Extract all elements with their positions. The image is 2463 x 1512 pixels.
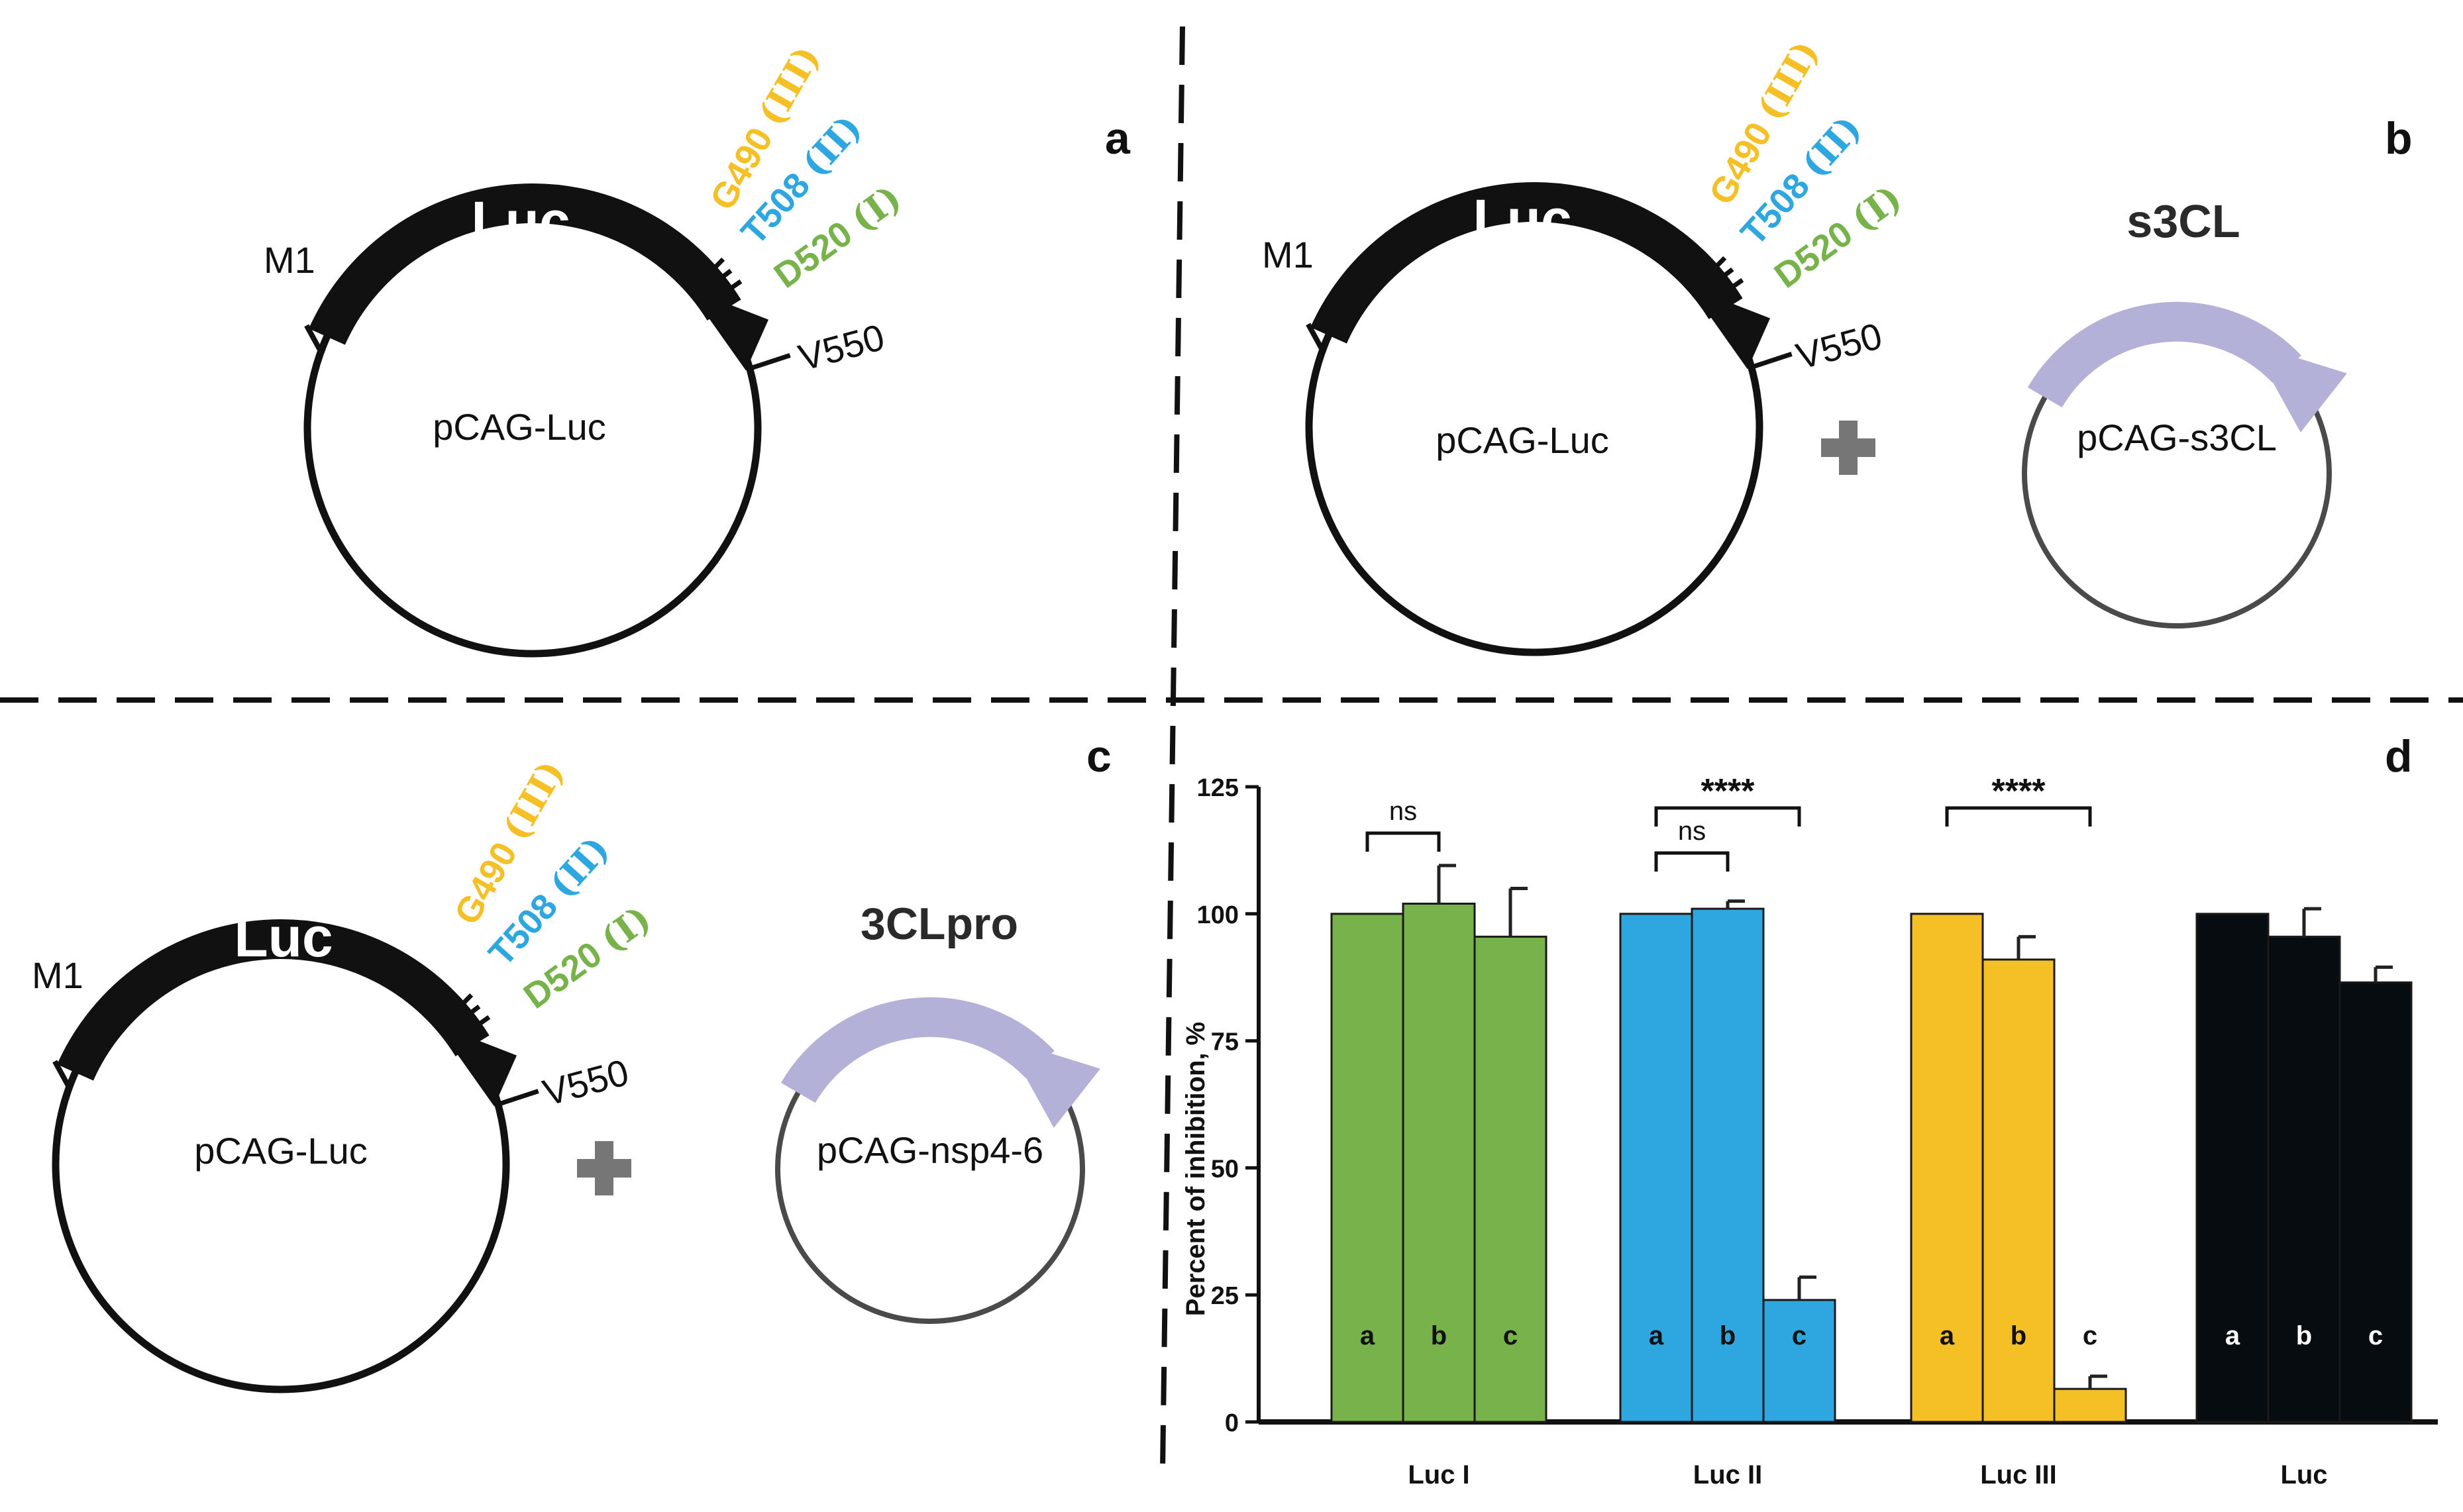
plus-icon bbox=[577, 1141, 631, 1195]
significance-label: ns bbox=[1389, 797, 1417, 826]
y-tick-label: 100 bbox=[1197, 901, 1239, 929]
bar-letter-label: a bbox=[1360, 1321, 1375, 1350]
plasmid-label: pCAG-Luc bbox=[194, 1130, 367, 1172]
second-plasmid-label: pCAG-s3CL bbox=[2077, 417, 2277, 458]
bar bbox=[1330, 913, 1404, 1423]
y-tick-label: 50 bbox=[1211, 1155, 1239, 1183]
gene-label: Luc bbox=[1473, 188, 1571, 250]
end-site-label: V550 bbox=[539, 1051, 633, 1114]
bar bbox=[1762, 1299, 1836, 1423]
significance-label: **** bbox=[1992, 772, 2046, 811]
plasmid-label: pCAG-Luc bbox=[1436, 419, 1608, 461]
gene-label: Luc bbox=[234, 906, 333, 968]
bar bbox=[2053, 1387, 2127, 1423]
bar-letter-label: b bbox=[2011, 1321, 2026, 1350]
bar-letter-label: c bbox=[1792, 1321, 1807, 1350]
bar-letter-label: b bbox=[2296, 1321, 2312, 1350]
start-site-label: M1 bbox=[1262, 234, 1314, 276]
bar-letter-label: a bbox=[1940, 1321, 1955, 1350]
significance-bracket bbox=[1945, 806, 2092, 827]
bar bbox=[1910, 913, 1984, 1423]
end-site-label: V550 bbox=[794, 316, 889, 379]
x-category-label: Luc III bbox=[1980, 1460, 2057, 1489]
x-category-label: Luc II bbox=[1693, 1460, 1762, 1489]
bar bbox=[2338, 981, 2413, 1423]
second-gene-label: s3CL bbox=[2126, 195, 2240, 247]
panel-letter: c bbox=[1086, 731, 1112, 781]
significance-bracket bbox=[1654, 806, 1801, 827]
bar-letter-label: c bbox=[2083, 1321, 2097, 1350]
y-tick-label: 0 bbox=[1225, 1409, 1239, 1437]
bar bbox=[2267, 935, 2341, 1423]
bar-letter-label: b bbox=[1720, 1321, 1736, 1350]
bar bbox=[1981, 958, 2056, 1423]
panel-letter: b bbox=[2385, 113, 2413, 164]
significance-label: **** bbox=[1701, 772, 1756, 811]
panel-letter: d bbox=[2385, 731, 2413, 781]
x-category-label: Luc bbox=[2280, 1460, 2327, 1489]
bar-letter-label: a bbox=[2225, 1321, 2240, 1350]
bar bbox=[1473, 935, 1547, 1423]
y-tick-label: 25 bbox=[1211, 1282, 1239, 1310]
bar-letter-label: b bbox=[1431, 1321, 1447, 1350]
panel-d: d Percent of inhibition, % 0 25 50 75 100 125… bbox=[1181, 731, 2438, 1489]
x-category-label: Luc I bbox=[1408, 1460, 1469, 1489]
panel-a: a pCAG-Luc Luc M1 V550 G490 (III) T508 (… bbox=[264, 38, 1131, 654]
second-plasmid-label: pCAG-nsp4-6 bbox=[817, 1129, 1043, 1171]
vertical-divider bbox=[1160, 26, 1185, 1471]
start-site-label: M1 bbox=[264, 239, 315, 281]
bar-letter-label: c bbox=[1503, 1321, 1518, 1350]
bar-letter-label: c bbox=[2368, 1321, 2383, 1350]
end-site-label: V550 bbox=[1792, 315, 1887, 378]
gene-label: Luc bbox=[471, 190, 570, 252]
y-tick-label: 125 bbox=[1197, 774, 1239, 802]
significance-bracket bbox=[1365, 831, 1441, 852]
bar bbox=[1691, 907, 1765, 1423]
inhibition-bar-chart: Percent of inhibition, % 0 25 50 75 100 125 a b… bbox=[1181, 772, 2438, 1489]
panel-letter: a bbox=[1105, 113, 1131, 164]
panel-b: b pCAG-Luc Luc M1 V550 G490 (III) T508 (… bbox=[1262, 33, 2413, 652]
start-site-label: M1 bbox=[32, 954, 83, 996]
plasmid-label: pCAG-Luc bbox=[433, 406, 605, 448]
second-gene-label: 3CLpro bbox=[861, 899, 1018, 949]
plus-icon bbox=[1821, 421, 1875, 475]
significance-label: ns bbox=[1678, 817, 1706, 846]
y-tick-label: 75 bbox=[1211, 1029, 1239, 1056]
significance-bracket bbox=[1654, 851, 1730, 872]
bar-letter-label: a bbox=[1649, 1321, 1664, 1350]
protease-plasmid-map bbox=[2024, 321, 2347, 626]
y-axis-label: Percent of inhibition, % bbox=[1181, 1022, 1210, 1316]
panel-c: c pCAG-Luc Luc M1 V550 G490 (III) T508 (… bbox=[32, 731, 1112, 1389]
